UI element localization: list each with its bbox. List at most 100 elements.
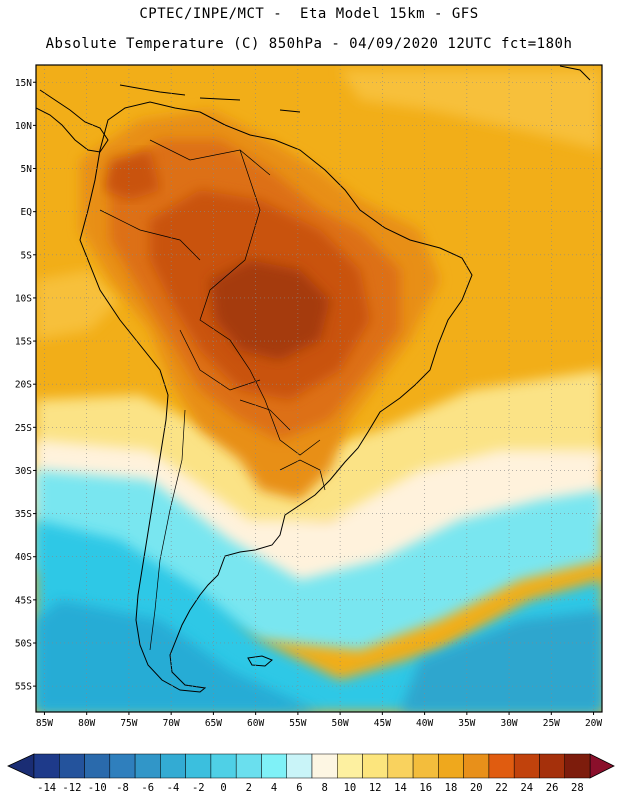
colorbar-label: 12	[369, 782, 382, 794]
colorbar-swatch	[84, 753, 111, 779]
colorbar-swatch	[160, 753, 186, 779]
colorbar-swatch	[185, 753, 212, 779]
chart-subtitle: Absolute Temperature (C) 850hPa - 04/09/…	[45, 36, 573, 52]
latitude-ticks: 15N 10N 5N EQ 5S 10S 15S 20S 25S 30S 35S 40S 45S 50S 5…	[15, 78, 36, 693]
lon-tick-label: 50W	[332, 718, 349, 729]
south-america-outline	[79, 101, 473, 693]
lat-tick-label: 35S	[15, 509, 32, 520]
lon-tick-label: 45W	[374, 718, 391, 729]
colorbar-swatch	[261, 753, 287, 779]
colorbar-swatch	[311, 753, 338, 779]
lat-tick-label: 15N	[15, 78, 32, 89]
colorbar-label: 22	[495, 782, 508, 794]
central-america-outline	[36, 89, 109, 153]
colorbar-swatch	[59, 753, 85, 779]
colorbar-label: 28	[571, 782, 584, 794]
field-band-core-max	[210, 260, 330, 360]
field-band-north-hot	[105, 150, 160, 200]
lat-tick-label: 30S	[15, 466, 32, 477]
longitude-ticks: 85W 80W 75W 70W 65W 60W 55W 50W 45W 40W 35W 30W 25W 2…	[36, 712, 602, 729]
border-brazil-west	[199, 149, 321, 456]
field-band-cold	[36, 600, 320, 712]
colorbar-label: 6	[296, 782, 302, 794]
colorbar-swatch	[488, 753, 515, 779]
colorbar-label: 10	[344, 782, 357, 794]
colorbar-over-arrow	[589, 753, 615, 779]
colorbar-label: 24	[520, 782, 533, 794]
lon-tick-label: 20W	[585, 718, 602, 729]
colorbar-swatch	[387, 753, 414, 779]
lon-tick-label: 80W	[78, 718, 95, 729]
border-colombia-peru	[99, 209, 201, 261]
colorbar-label: -10	[88, 782, 107, 794]
colorbar-label: -14	[37, 782, 56, 794]
colorbar-swatch	[362, 753, 389, 779]
lon-tick-label: 40W	[416, 718, 433, 729]
colorbar-label: 20	[470, 782, 483, 794]
colorbar-label: -8	[116, 782, 129, 794]
lat-tick-label: 40S	[15, 552, 32, 563]
colorbar-swatch	[412, 753, 439, 779]
lon-tick-label: 25W	[543, 718, 560, 729]
lat-tick-label: 10N	[15, 121, 32, 132]
lat-tick-label: 45S	[15, 595, 32, 606]
colorbar-swatch	[33, 753, 60, 779]
colorbar-label: -2	[192, 782, 205, 794]
lon-tick-label: 70W	[163, 718, 180, 729]
border-paraguay	[239, 399, 291, 431]
colorbar-label: 8	[321, 782, 327, 794]
colorbar-label: 14	[394, 782, 407, 794]
country-borders	[99, 139, 326, 651]
lon-tick-label: 35W	[458, 718, 475, 729]
border-bolivia	[179, 329, 261, 391]
colorbar-label: 26	[546, 782, 559, 794]
map-frame	[35, 64, 603, 713]
colorbar-label: 2	[246, 782, 252, 794]
caribbean-islands	[119, 65, 591, 113]
border-uruguay	[279, 459, 326, 491]
border-venezuela	[149, 139, 271, 176]
colorbar-swatch	[513, 753, 540, 779]
colorbar-label: 4	[271, 782, 277, 794]
lon-tick-label: 75W	[120, 718, 137, 729]
lon-tick-label: 65W	[205, 718, 222, 729]
temperature-field	[36, 65, 602, 712]
lon-tick-label: 60W	[247, 718, 264, 729]
lat-tick-label: 5N	[21, 164, 33, 175]
lon-tick-label: 85W	[36, 718, 53, 729]
colorbar-label: 18	[445, 782, 458, 794]
colorbar-label: 0	[220, 782, 226, 794]
chart-title: CPTEC/INPE/MCT - Eta Model 15km - GFS	[139, 6, 479, 22]
colorbar-swatch	[337, 753, 363, 779]
lat-tick-label: 10S	[15, 293, 32, 304]
colorbar-label: 16	[419, 782, 432, 794]
border-argentina-chile	[149, 409, 186, 651]
colorbar-label: -6	[141, 782, 154, 794]
colorbar-swatch	[564, 753, 591, 779]
colorbar-label: -4	[167, 782, 180, 794]
colorbar-swatch	[286, 753, 313, 779]
colorbar-swatch	[109, 753, 136, 779]
field-band-tropical-light	[340, 70, 600, 150]
falklands-outline	[247, 655, 273, 667]
lat-tick-label: 55S	[15, 682, 32, 693]
colorbar: -14 -12 -10 -8 -6 -4 -2 0 2 4 6 8 10 12 14 16 18 20 22 24 26…	[7, 753, 615, 794]
lat-tick-label: EQ	[21, 207, 33, 218]
field-band-cold-east	[400, 610, 602, 712]
colorbar-label: -12	[62, 782, 81, 794]
coastlines	[36, 65, 591, 693]
lat-tick-label: 15S	[15, 337, 32, 348]
colorbar-swatch	[210, 753, 237, 779]
colorbar-swatch	[463, 753, 490, 779]
lon-tick-label: 55W	[289, 718, 306, 729]
colorbar-under-arrow	[7, 753, 35, 779]
lat-tick-label: 5S	[21, 250, 33, 261]
colorbar-swatch	[438, 753, 464, 779]
colorbar-swatch	[134, 753, 161, 779]
lat-tick-label: 20S	[15, 380, 32, 391]
colorbar-swatch	[235, 753, 262, 779]
lat-tick-label: 50S	[15, 638, 32, 649]
lat-tick-label: 25S	[15, 423, 32, 434]
